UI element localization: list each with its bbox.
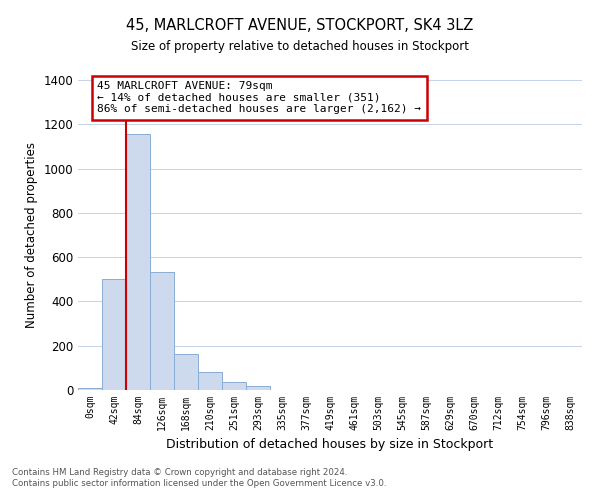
Bar: [246, 386, 270, 390]
Text: Size of property relative to detached houses in Stockport: Size of property relative to detached ho…: [131, 40, 469, 53]
Bar: [174, 354, 198, 390]
Bar: [126, 134, 150, 390]
Bar: [222, 382, 246, 390]
Bar: [102, 280, 126, 390]
Bar: [198, 372, 222, 390]
Text: 45 MARLCROFT AVENUE: 79sqm
← 14% of detached houses are smaller (351)
86% of sem: 45 MARLCROFT AVENUE: 79sqm ← 14% of deta…: [97, 81, 421, 114]
Bar: [78, 388, 102, 390]
Text: 45, MARLCROFT AVENUE, STOCKPORT, SK4 3LZ: 45, MARLCROFT AVENUE, STOCKPORT, SK4 3LZ: [127, 18, 473, 32]
X-axis label: Distribution of detached houses by size in Stockport: Distribution of detached houses by size …: [166, 438, 494, 452]
Y-axis label: Number of detached properties: Number of detached properties: [25, 142, 38, 328]
Text: Contains HM Land Registry data © Crown copyright and database right 2024.
Contai: Contains HM Land Registry data © Crown c…: [12, 468, 386, 487]
Bar: [150, 272, 174, 390]
